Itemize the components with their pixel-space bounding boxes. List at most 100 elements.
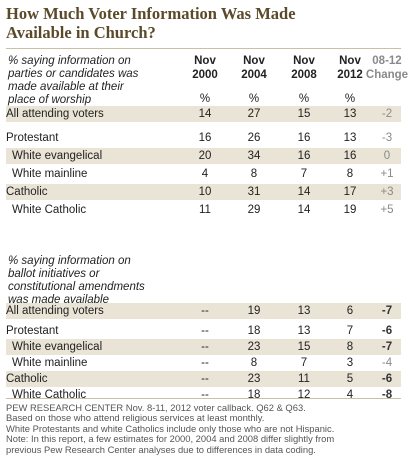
row-label: White mainline xyxy=(12,168,88,180)
row-label: All attending voters xyxy=(6,305,104,317)
value-cell: 15 xyxy=(297,108,311,120)
footnote-divider xyxy=(6,398,401,399)
percent-marker: % xyxy=(344,93,356,105)
table-row: White evangelical 20 34 16 16 0 xyxy=(6,148,401,164)
table-row: Protestant -- 18 13 7 -6 xyxy=(6,323,401,339)
row-label: White mainline xyxy=(12,357,88,369)
value-cell: 23 xyxy=(247,373,261,385)
value-cell: 16 xyxy=(297,132,311,144)
value-cell: 11 xyxy=(199,204,211,216)
value-cell: 8 xyxy=(346,341,354,353)
value-cell: -- xyxy=(201,341,209,353)
column-header-2008: Nov 2008 xyxy=(282,54,326,82)
title-line-2: Available in Church? xyxy=(6,23,156,42)
column-header-2012: Nov 2012 xyxy=(328,54,372,82)
value-cell: 10 xyxy=(198,186,212,198)
footnote-source: PEW RESEARCH CENTER Nov. 8-11, 2012 vote… xyxy=(6,402,306,413)
value-cell: -- xyxy=(201,373,209,385)
change-cell: -4 xyxy=(381,357,393,369)
change-cell: -7 xyxy=(381,341,393,353)
row-label: White Catholic xyxy=(12,204,87,216)
column-header-line: 2004 xyxy=(241,69,267,81)
value-cell: 34 xyxy=(247,150,261,162)
value-cell: 19 xyxy=(247,305,261,317)
value-cell: 13 xyxy=(343,132,357,144)
row-label: All attending voters xyxy=(6,108,104,120)
section-2-note: % saying information on ballot initiativ… xyxy=(8,255,145,307)
change-cell: 0 xyxy=(383,150,391,162)
note-line: constitutional amendments xyxy=(8,281,145,293)
column-header-line: 2012 xyxy=(337,69,363,81)
table-row: White evangelical -- 23 15 8 -7 xyxy=(6,339,401,355)
title-divider xyxy=(6,48,401,49)
value-cell: 8 xyxy=(250,168,258,180)
value-cell: 14 xyxy=(297,204,311,216)
value-cell: 7 xyxy=(300,168,308,180)
row-label: White evangelical xyxy=(12,341,103,353)
row-label: Protestant xyxy=(6,325,59,337)
footnote-line: previous Pew Research Center analyses du… xyxy=(6,443,316,455)
row-label: Protestant xyxy=(6,132,59,144)
value-cell: 31 xyxy=(247,186,261,198)
row-label: Catholic xyxy=(6,186,48,198)
value-cell: -- xyxy=(201,305,209,317)
table-row: Catholic -- 23 11 5 -6 xyxy=(6,371,401,387)
value-cell: -- xyxy=(201,389,209,401)
column-header-change: 08-12 Change xyxy=(364,54,410,82)
change-cell: -2 xyxy=(381,108,393,120)
value-cell: 15 xyxy=(297,341,311,353)
row-label: Catholic xyxy=(6,373,48,385)
value-cell: 19 xyxy=(343,204,357,216)
value-cell: 8 xyxy=(346,168,354,180)
column-header-line: Nov xyxy=(339,55,361,67)
value-cell: -- xyxy=(201,325,209,337)
note-line: % saying information on xyxy=(8,55,131,67)
table-row: Catholic 10 31 14 17 +3 xyxy=(6,184,401,200)
note-line: ballot initiatives or xyxy=(8,268,100,280)
column-header-2004: Nov 2004 xyxy=(232,54,276,82)
change-cell: -3 xyxy=(381,132,393,144)
section-1-note: % saying information on parties or candi… xyxy=(8,55,138,107)
column-header-line: 2008 xyxy=(291,69,317,81)
percent-marker: % xyxy=(199,93,211,105)
change-cell: -8 xyxy=(381,389,393,401)
value-cell: 17 xyxy=(343,186,357,198)
value-cell: 3 xyxy=(346,357,354,369)
value-cell: 4 xyxy=(346,389,354,401)
column-header-line: Change xyxy=(365,69,409,81)
change-cell: -6 xyxy=(381,373,393,385)
footnote-line: White Protestants and white Catholics in… xyxy=(6,422,335,434)
value-cell: 13 xyxy=(297,305,311,317)
value-cell: 4 xyxy=(201,168,209,180)
table-row: White Catholic -- 18 12 4 -8 xyxy=(6,387,401,403)
table-row: White mainline -- 8 7 3 -4 xyxy=(6,355,401,371)
percent-marker: % xyxy=(248,93,260,105)
value-cell: 12 xyxy=(297,389,311,401)
value-cell: 16 xyxy=(343,150,357,162)
value-cell: 14 xyxy=(297,186,311,198)
value-cell: 16 xyxy=(198,132,212,144)
value-cell: 18 xyxy=(247,389,261,401)
table-row: All attending voters 14 27 15 13 -2 xyxy=(6,106,401,122)
column-header-line: Nov xyxy=(293,55,315,67)
percent-marker: % xyxy=(298,93,310,105)
footnote-line: Note: In this report, a few estimates fo… xyxy=(6,433,335,445)
note-line: parties or candidates was xyxy=(8,68,139,80)
column-header-line: Nov xyxy=(194,55,216,67)
value-cell: 13 xyxy=(297,325,311,337)
footnote-line: Based on those who attend religious serv… xyxy=(6,412,265,424)
table-row: White Catholic 11 29 14 19 +5 xyxy=(6,202,401,218)
value-cell: 27 xyxy=(247,108,261,120)
column-header-line: Nov xyxy=(243,55,265,67)
change-cell: -7 xyxy=(381,305,393,317)
note-line: % saying information on xyxy=(8,255,131,267)
table-row: Protestant 16 26 16 13 -3 xyxy=(6,130,401,146)
table-row: White mainline 4 8 7 8 +1 xyxy=(6,166,401,182)
change-cell: +5 xyxy=(380,204,394,216)
title-line-1: How Much Voter Information Was Made xyxy=(6,4,296,23)
change-cell: -6 xyxy=(381,325,393,337)
value-cell: 7 xyxy=(346,325,354,337)
value-cell: 26 xyxy=(247,132,261,144)
column-header-line: 2000 xyxy=(192,69,218,81)
value-cell: 11 xyxy=(298,373,310,385)
